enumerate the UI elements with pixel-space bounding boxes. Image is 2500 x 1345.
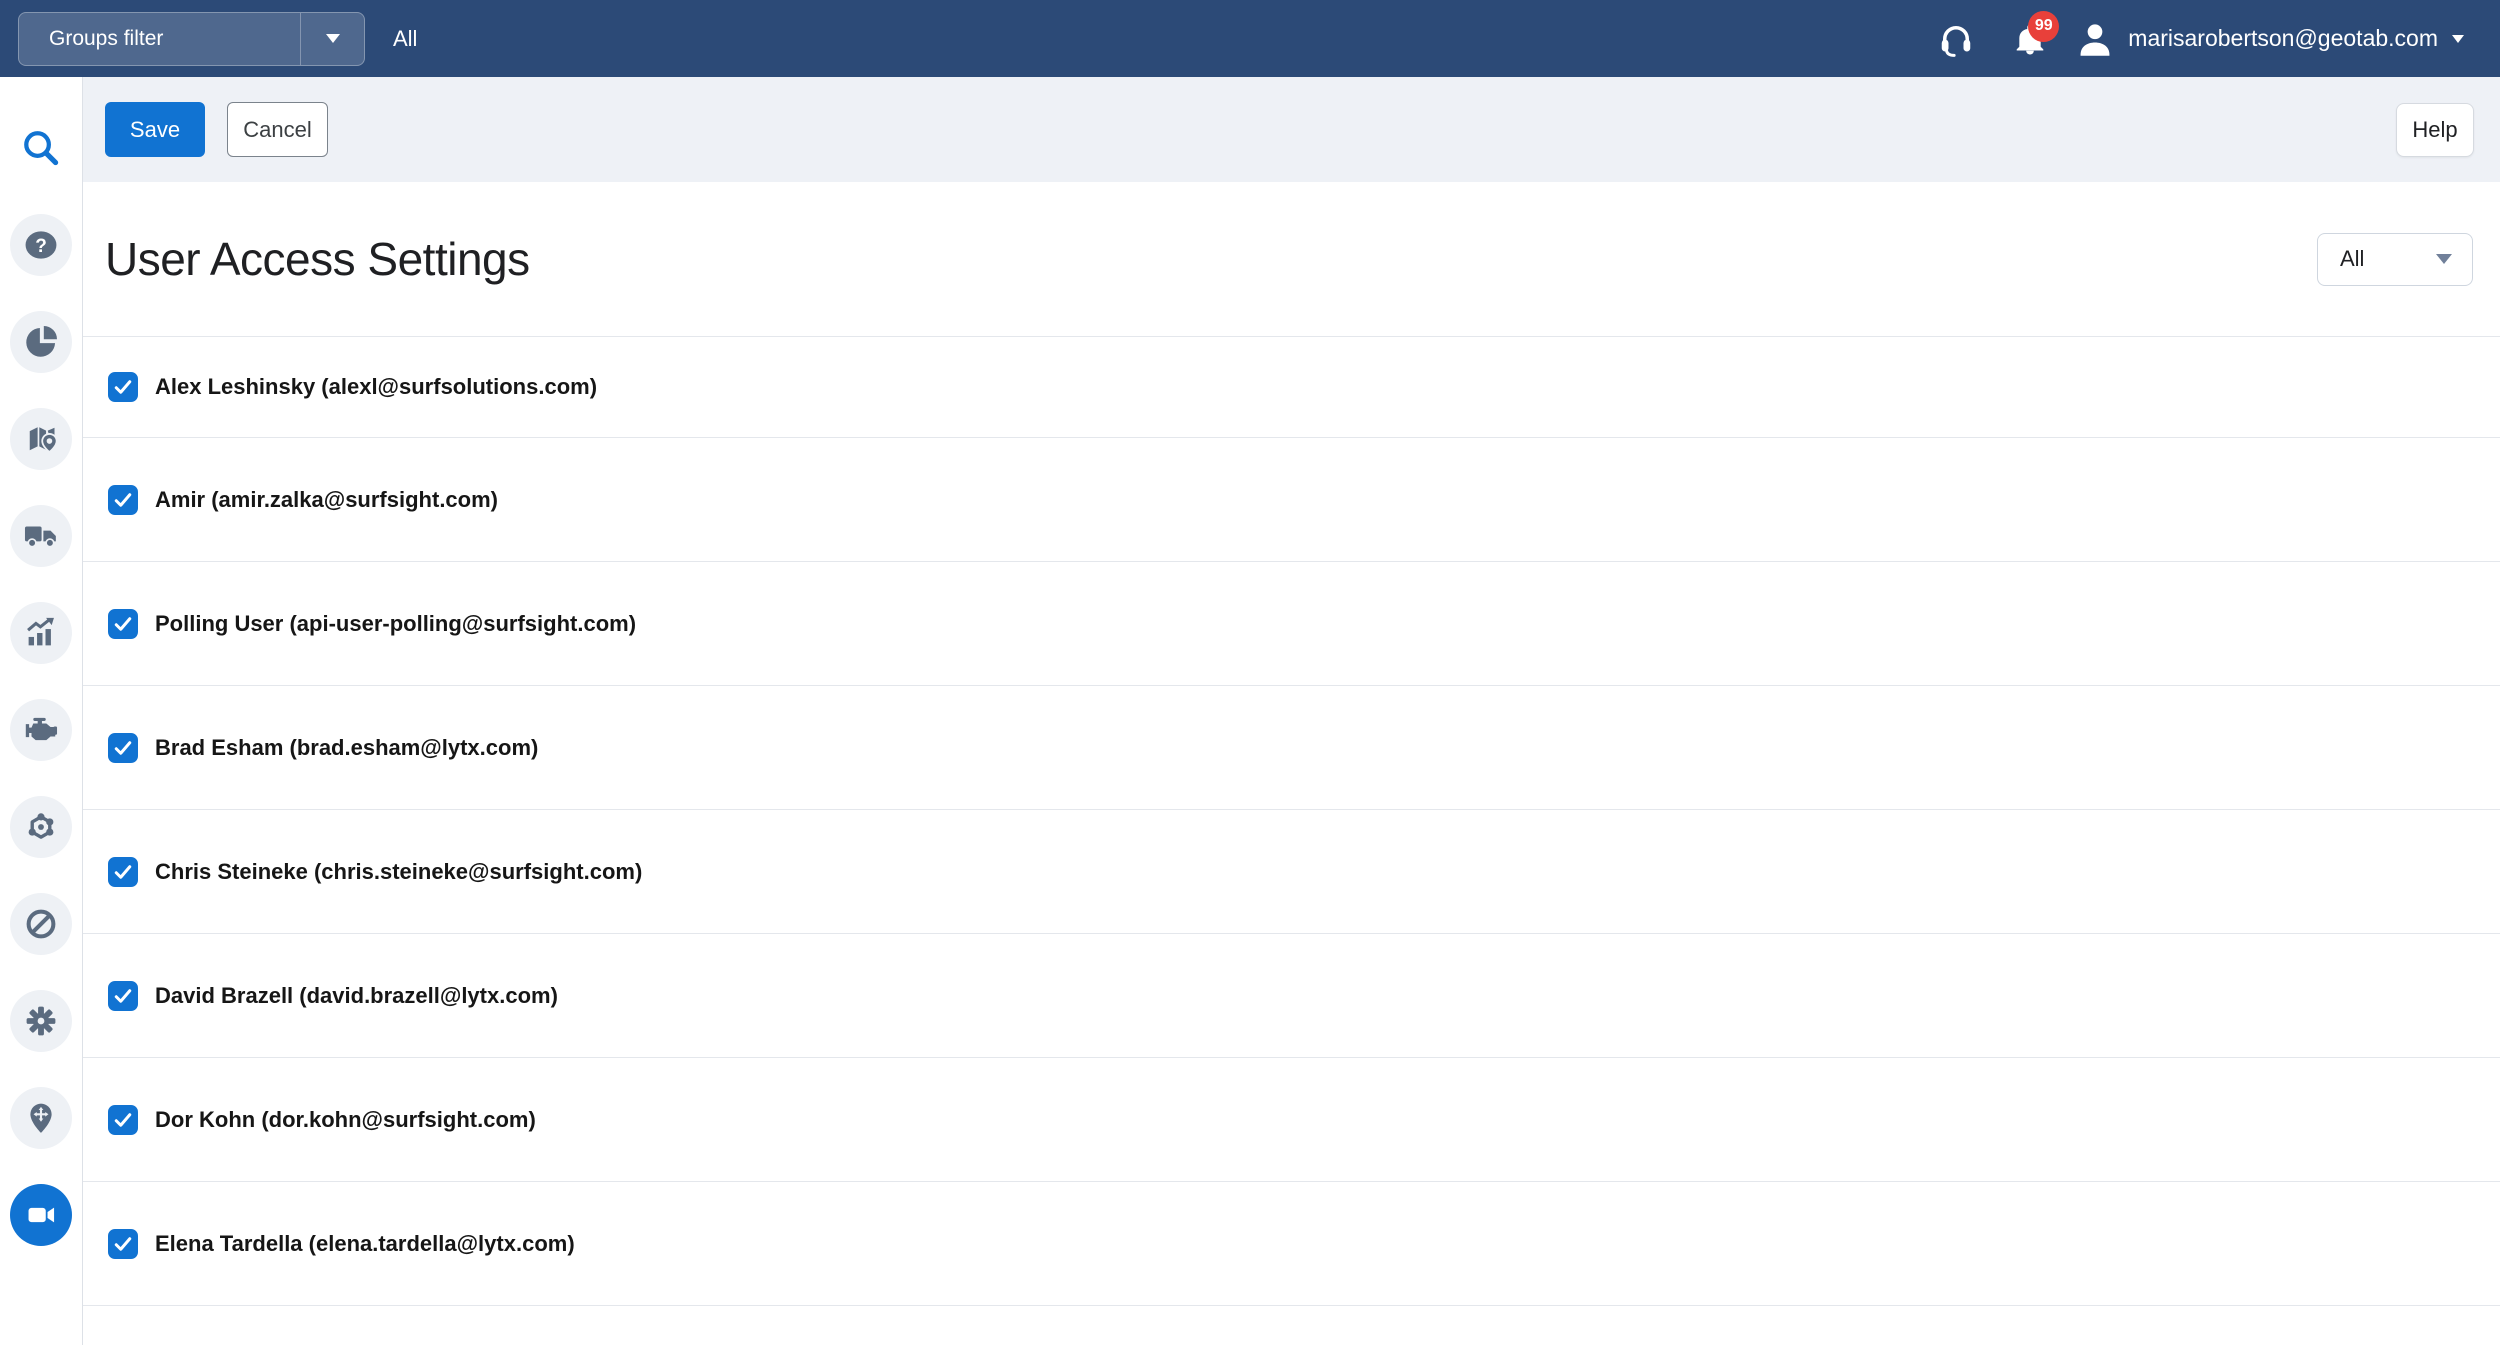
check-icon [114, 380, 132, 394]
check-icon [114, 492, 132, 507]
map-icon [29, 426, 58, 453]
sidebar-item-settings[interactable] [0, 972, 83, 1069]
user-row: Chris Steineke (chris.steineke@surfsight… [83, 810, 2500, 934]
page-title: User Access Settings [105, 233, 530, 285]
main-content: Save Cancel Help User Access Settings Al… [83, 77, 2500, 1345]
svg-text:?: ? [35, 236, 47, 257]
user-access-list: Alex Leshinsky (alexl@surfsolutions.com)… [83, 337, 2500, 1345]
user-email: marisarobertson@geotab.com [2128, 25, 2438, 51]
sidebar-item-groups[interactable] [0, 778, 83, 875]
hub-icon [28, 812, 54, 839]
bar-chart-icon [27, 617, 54, 645]
user-checkbox[interactable] [108, 980, 138, 1011]
check-icon [114, 988, 132, 1003]
user-filter-dropdown[interactable]: All [2317, 232, 2473, 286]
user-checkbox[interactable] [108, 856, 138, 887]
search-icon [24, 130, 59, 165]
sidebar-item-vehicles[interactable] [0, 487, 83, 584]
user-label: Dor Kohn (dor.kohn@surfsight.com) [155, 1106, 536, 1132]
sidebar-item-productivity[interactable] [0, 293, 83, 390]
groups-scope-value: All [393, 25, 418, 51]
sidebar-item-search[interactable] [0, 99, 83, 196]
save-button[interactable]: Save [105, 102, 205, 157]
person-icon [2080, 23, 2110, 56]
user-row: David Brazell (david.brazell@lytx.com) [83, 934, 2500, 1058]
user-label: Elena Tardella (elena.tardella@lytx.com) [155, 1230, 575, 1256]
top-bar: Groups filter All 99 marisarobertson@geo… [0, 0, 2500, 77]
caret-down-icon [325, 34, 340, 43]
sidebar-item-rules[interactable] [0, 875, 83, 972]
user-checkbox[interactable] [108, 484, 138, 515]
headset-icon [1942, 25, 1971, 57]
user-checkbox[interactable] [108, 372, 138, 402]
notification-count-badge: 99 [2028, 10, 2060, 42]
user-row: Elena Tardella (elena.tardella@lytx.com) [83, 1182, 2500, 1306]
notifications-button[interactable]: 99 [2008, 10, 2060, 61]
sidebar-item-addins[interactable] [0, 1069, 83, 1166]
help-icon: ? [25, 230, 57, 259]
prohibition-icon [26, 909, 56, 938]
engine-icon [25, 717, 58, 740]
user-row: Amir (amir.zalka@surfsight.com) [83, 438, 2500, 562]
caret-down-icon [2436, 254, 2452, 264]
title-row: User Access Settings All [83, 182, 2500, 337]
user-label: Chris Steineke (chris.steineke@surfsight… [155, 858, 643, 884]
user-label: Brad Esham (brad.esham@lytx.com) [155, 734, 539, 760]
user-checkbox[interactable] [108, 1228, 138, 1259]
user-filter-value: All [2340, 246, 2365, 271]
gear-icon [26, 1006, 56, 1035]
user-label: Alex Leshinsky (alexl@surfsolutions.com) [155, 374, 598, 399]
user-checkbox[interactable] [108, 732, 138, 763]
pie-chart-icon [26, 325, 57, 357]
user-menu[interactable]: marisarobertson@geotab.com [2074, 18, 2464, 60]
user-row: Alex Leshinsky (alexl@surfsolutions.com) [83, 337, 2500, 438]
truck-icon [24, 526, 56, 548]
check-icon [114, 1112, 132, 1127]
groups-filter-label: Groups filter [49, 26, 164, 50]
user-checkbox[interactable] [108, 608, 138, 639]
user-row: Dor Kohn (dor.kohn@surfsight.com) [83, 1058, 2500, 1182]
check-icon [114, 864, 132, 879]
groups-filter-caret-box[interactable] [300, 12, 364, 65]
check-icon [114, 740, 132, 755]
caret-down-icon [2452, 34, 2464, 43]
action-toolbar: Save Cancel Help [83, 77, 2500, 182]
sidebar-item-video-cameras[interactable] [0, 1166, 83, 1263]
sidebar-item-help[interactable]: ? [0, 196, 83, 293]
sidebar-nav: ? [0, 77, 83, 1345]
page-body: ? [0, 77, 2500, 1345]
sidebar-item-activity[interactable] [0, 584, 83, 681]
user-checkbox[interactable] [108, 1104, 138, 1135]
check-icon [114, 616, 132, 631]
user-row: Polling User (api-user-polling@surfsight… [83, 562, 2500, 686]
video-camera-icon [28, 1207, 55, 1222]
user-row: Brad Esham (brad.esham@lytx.com) [83, 686, 2500, 810]
user-label: Polling User (api-user-polling@surfsight… [155, 610, 637, 636]
user-label: David Brazell (david.brazell@lytx.com) [155, 982, 558, 1008]
user-label: Amir (amir.zalka@surfsight.com) [155, 486, 498, 512]
help-button[interactable]: Help [2396, 102, 2474, 157]
check-icon [114, 1236, 132, 1251]
groups-filter-dropdown[interactable]: Groups filter [18, 11, 365, 66]
cancel-button[interactable]: Cancel [227, 102, 328, 157]
sidebar-item-map[interactable] [0, 390, 83, 487]
support-button[interactable] [1934, 17, 1978, 61]
pin-move-icon [30, 1103, 52, 1133]
sidebar-item-engine-maintenance[interactable] [0, 681, 83, 778]
